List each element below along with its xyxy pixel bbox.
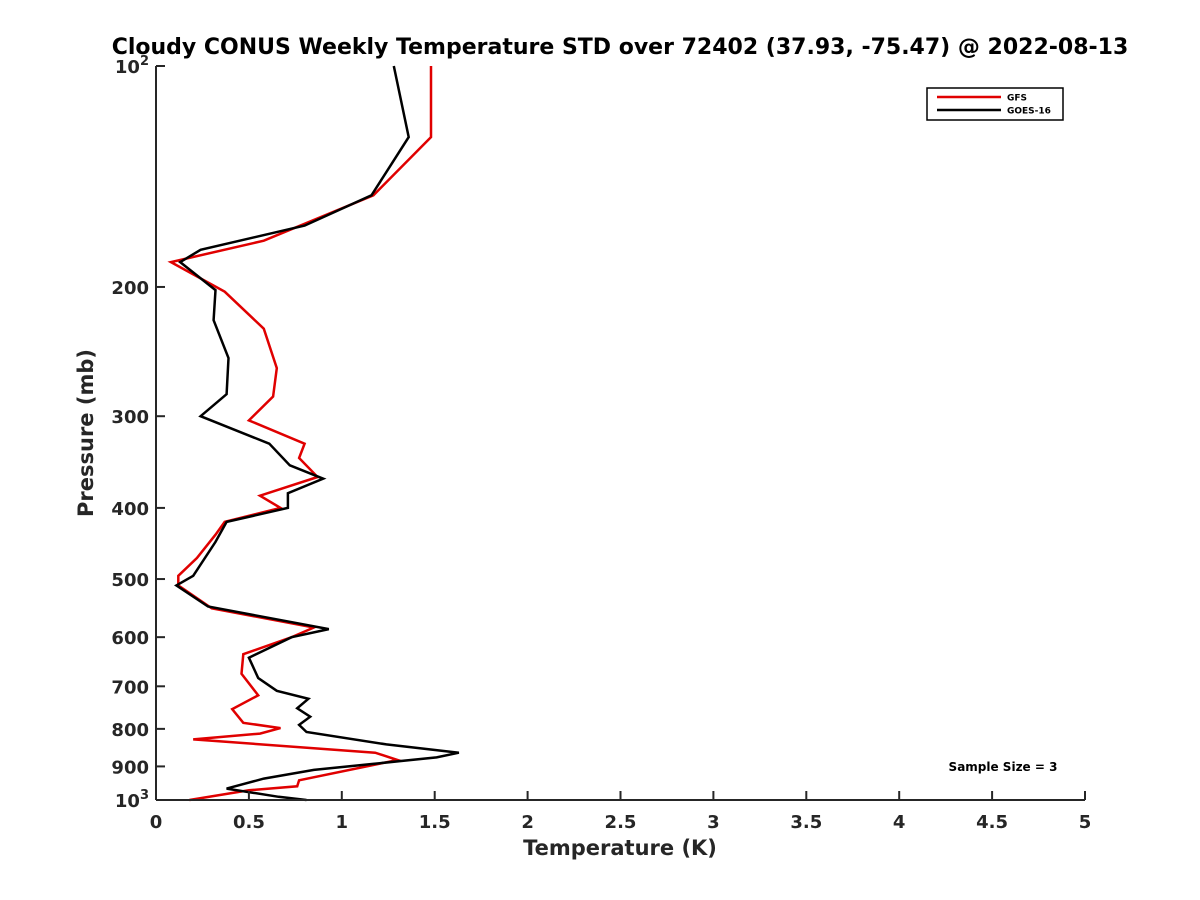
x-tick-label: 3.5 <box>790 812 822 833</box>
x-tick-label: 1 <box>336 812 349 833</box>
y-tick-label: 400 <box>111 499 149 520</box>
x-tick-label: 0.5 <box>233 812 265 833</box>
y-tick-label: 900 <box>111 757 149 778</box>
x-tick-label: 2.5 <box>605 812 637 833</box>
x-axis-label: Temperature (K) <box>523 836 717 860</box>
x-tick-label: 1.5 <box>419 812 451 833</box>
y-tick-label: 600 <box>111 628 149 649</box>
x-tick-label: 2 <box>521 812 534 833</box>
x-tick-label: 4 <box>893 812 906 833</box>
series-line-1 <box>167 66 433 802</box>
x-tick-label: 3 <box>707 812 720 833</box>
legend-label: GOES-16 <box>1007 107 1051 117</box>
series-layer <box>167 65 460 802</box>
y-tick-label: 800 <box>111 720 149 741</box>
y-tick-label: 103 <box>115 788 149 812</box>
chart-title: Cloudy CONUS Weekly Temperature STD over… <box>112 35 1129 60</box>
y-axis-label: Pressure (mb) <box>74 349 98 517</box>
sample-size-annotation: Sample Size = 3 <box>949 760 1058 774</box>
series-line-2 <box>174 65 460 802</box>
y-tick-label: 300 <box>111 407 149 428</box>
y-tick-label: 102 <box>115 54 149 78</box>
legend-box <box>926 87 1064 121</box>
x-tick-label: 0 <box>150 812 163 833</box>
legend-label: GFS <box>1007 94 1027 104</box>
y-tick-label: 200 <box>111 278 149 299</box>
axes-layer: 0 0.5 1 1.5 2 2.5 3 3.5 4 4.5 5 102 200 300 400 500 600 7… <box>111 54 1091 833</box>
y-tick-label: 700 <box>111 677 149 698</box>
x-tick-label: 4.5 <box>976 812 1008 833</box>
legend: GFS GOES-16 <box>926 87 1064 121</box>
x-tick-label: 5 <box>1079 812 1092 833</box>
plot-area: 0 0.5 1 1.5 2 2.5 3 3.5 4 4.5 5 102 200 300 400 500 600 7… <box>111 54 1091 833</box>
y-tick-label: 500 <box>111 570 149 591</box>
